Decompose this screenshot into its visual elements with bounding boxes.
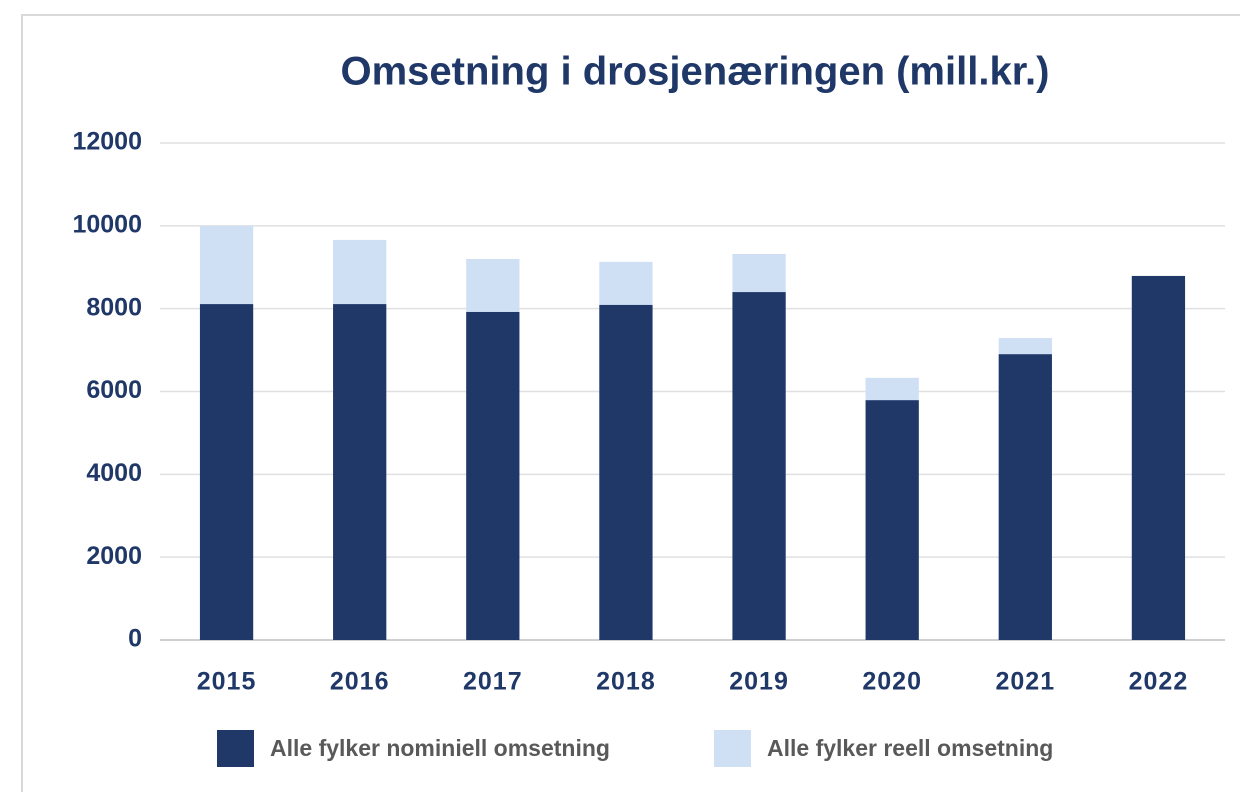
- x-tick-label: 2016: [330, 668, 390, 696]
- bar: [333, 304, 387, 640]
- x-tick-label: 2022: [1129, 668, 1189, 696]
- x-tick-label: 2015: [197, 668, 257, 696]
- y-tick-label: 4000: [86, 459, 142, 487]
- chart-title: Omsetning i drosjenæringen (mill.kr.): [340, 50, 1049, 94]
- bar: [732, 292, 786, 640]
- bar: [466, 311, 520, 640]
- legend-swatch: [714, 730, 751, 767]
- y-tick-label: 10000: [72, 210, 142, 238]
- x-tick-label: 2019: [729, 668, 789, 696]
- x-tick-label: 2018: [596, 668, 656, 696]
- legend-swatch: [217, 730, 254, 767]
- x-tick-label: 2021: [996, 668, 1056, 696]
- bar: [1131, 275, 1186, 640]
- x-tick-label: 2020: [862, 668, 922, 696]
- y-tick-label: 12000: [72, 128, 142, 156]
- bar: [199, 304, 254, 640]
- legend-label: Alle fylker reell omsetning: [767, 735, 1053, 761]
- y-tick-label: 8000: [86, 293, 142, 321]
- x-tick-label: 2017: [463, 668, 523, 696]
- bar: [998, 354, 1052, 640]
- legend-label: Alle fylker nominiell omsetning: [270, 735, 610, 761]
- y-tick-label: 2000: [86, 542, 142, 570]
- y-tick-label: 0: [128, 625, 142, 653]
- bar: [865, 400, 919, 640]
- y-tick-label: 6000: [86, 376, 142, 404]
- bar: [599, 304, 653, 640]
